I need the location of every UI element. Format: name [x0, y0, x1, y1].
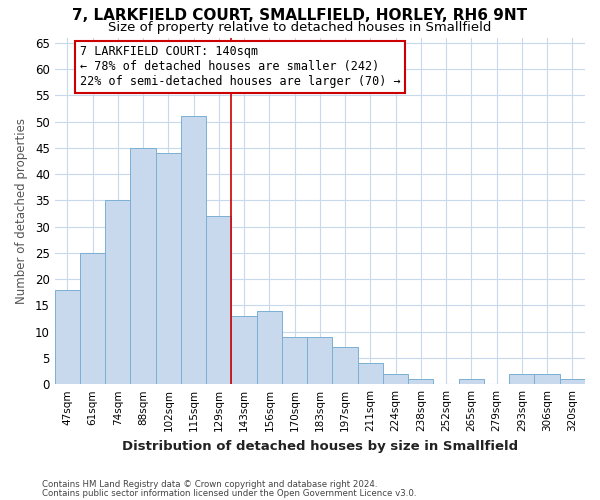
Bar: [257, 310, 282, 384]
Bar: [332, 348, 358, 384]
Bar: [80, 253, 105, 384]
Bar: [181, 116, 206, 384]
Bar: [307, 337, 332, 384]
Y-axis label: Number of detached properties: Number of detached properties: [15, 118, 28, 304]
Bar: [232, 316, 257, 384]
Bar: [383, 374, 408, 384]
X-axis label: Distribution of detached houses by size in Smallfield: Distribution of detached houses by size …: [122, 440, 518, 452]
Text: 7, LARKFIELD COURT, SMALLFIELD, HORLEY, RH6 9NT: 7, LARKFIELD COURT, SMALLFIELD, HORLEY, …: [73, 8, 527, 22]
Text: Contains public sector information licensed under the Open Government Licence v3: Contains public sector information licen…: [42, 490, 416, 498]
Bar: [130, 148, 155, 384]
Bar: [560, 379, 585, 384]
Bar: [206, 216, 232, 384]
Bar: [459, 379, 484, 384]
Text: Contains HM Land Registry data © Crown copyright and database right 2024.: Contains HM Land Registry data © Crown c…: [42, 480, 377, 489]
Text: Size of property relative to detached houses in Smallfield: Size of property relative to detached ho…: [109, 21, 491, 34]
Bar: [282, 337, 307, 384]
Bar: [509, 374, 535, 384]
Bar: [105, 200, 130, 384]
Bar: [55, 290, 80, 384]
Text: 7 LARKFIELD COURT: 140sqm
← 78% of detached houses are smaller (242)
22% of semi: 7 LARKFIELD COURT: 140sqm ← 78% of detac…: [80, 46, 401, 88]
Bar: [408, 379, 433, 384]
Bar: [535, 374, 560, 384]
Bar: [358, 363, 383, 384]
Bar: [155, 153, 181, 384]
